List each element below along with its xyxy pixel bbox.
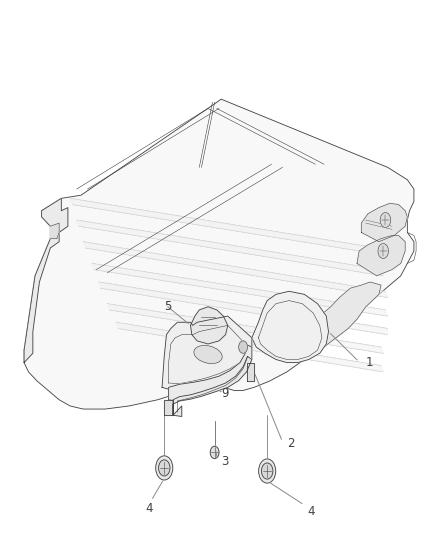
Polygon shape: [304, 282, 381, 350]
Polygon shape: [173, 357, 252, 416]
Polygon shape: [164, 400, 173, 415]
Polygon shape: [50, 223, 59, 239]
Circle shape: [380, 213, 391, 228]
Polygon shape: [24, 198, 68, 362]
Circle shape: [159, 460, 170, 476]
Ellipse shape: [194, 345, 222, 364]
Text: 1: 1: [366, 356, 373, 369]
Circle shape: [258, 459, 276, 483]
Polygon shape: [357, 236, 405, 276]
Polygon shape: [361, 203, 407, 241]
Polygon shape: [70, 198, 379, 254]
Text: 3: 3: [221, 455, 229, 468]
Circle shape: [261, 463, 273, 479]
Polygon shape: [169, 344, 252, 401]
Circle shape: [239, 341, 247, 353]
Text: 5: 5: [164, 300, 172, 313]
Circle shape: [378, 244, 389, 259]
Text: 4: 4: [307, 505, 315, 518]
Text: 4: 4: [145, 502, 153, 515]
Text: 2: 2: [287, 437, 294, 450]
Circle shape: [156, 456, 173, 480]
Polygon shape: [252, 292, 328, 362]
Polygon shape: [107, 304, 383, 353]
Polygon shape: [191, 307, 228, 344]
Polygon shape: [92, 263, 388, 316]
Polygon shape: [77, 220, 383, 276]
Polygon shape: [162, 316, 252, 389]
Polygon shape: [99, 282, 388, 335]
Polygon shape: [24, 99, 414, 409]
Polygon shape: [116, 322, 383, 372]
Circle shape: [210, 446, 219, 458]
Polygon shape: [83, 241, 388, 297]
Polygon shape: [247, 362, 254, 381]
Text: 9: 9: [221, 387, 229, 400]
